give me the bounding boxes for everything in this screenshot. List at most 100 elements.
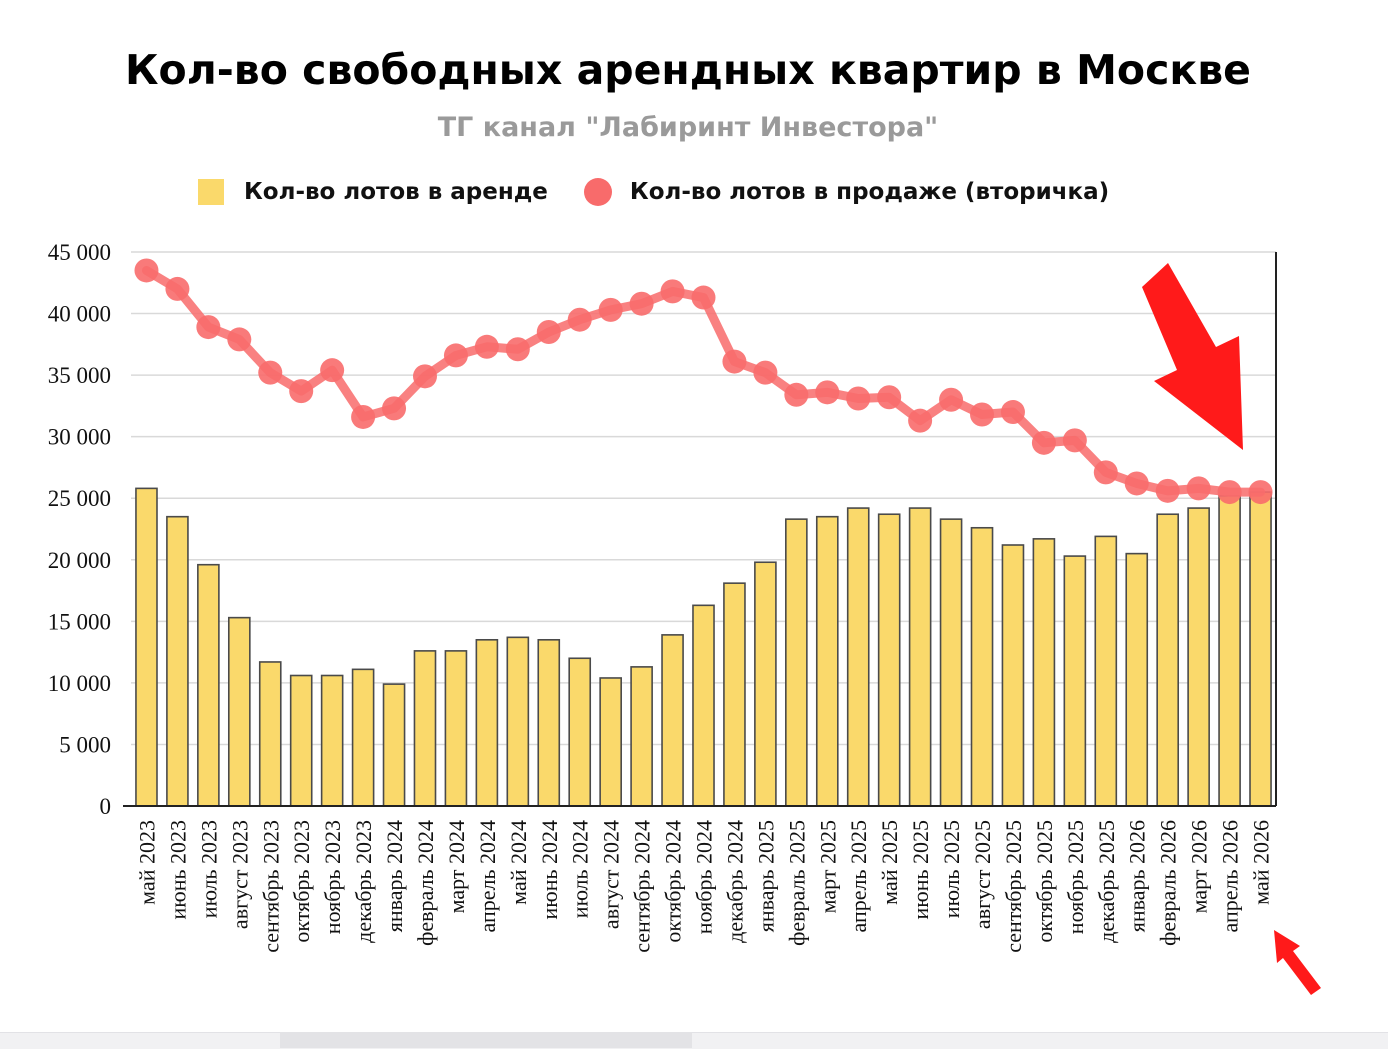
bar-rent xyxy=(166,515,189,807)
x-tick-label: август 2023 xyxy=(227,820,252,929)
x-tick-label: ноябрь 2024 xyxy=(692,820,717,934)
bar-rent xyxy=(506,636,530,807)
x-tick-label: август 2025 xyxy=(970,820,995,929)
point-sale xyxy=(815,380,840,405)
x-tick-label: сентябрь 2025 xyxy=(1001,820,1026,953)
x-tick-label: февраль 2026 xyxy=(1156,820,1181,946)
point-sale xyxy=(660,279,685,304)
point-sale xyxy=(722,349,747,374)
bar-rent xyxy=(939,518,963,807)
x-tick-label: февраль 2024 xyxy=(413,820,438,946)
bar-rent xyxy=(1063,555,1087,807)
point-sale xyxy=(1062,428,1087,453)
line-group xyxy=(134,258,1273,505)
x-tick-label: январь 2024 xyxy=(382,820,407,932)
x-tick-label: июль 2024 xyxy=(568,820,593,918)
bar-rent xyxy=(382,683,406,807)
bar-rent xyxy=(320,674,344,807)
x-tick-label: сентябрь 2024 xyxy=(630,820,655,953)
bar-rent xyxy=(1156,513,1180,807)
bar-rent xyxy=(754,561,777,807)
x-tick-label: сентябрь 2023 xyxy=(258,820,283,953)
bar-rent xyxy=(692,604,715,807)
point-sale xyxy=(474,334,499,359)
x-tick-label: октябрь 2025 xyxy=(1032,820,1057,943)
point-sale xyxy=(227,327,252,352)
chart-title: Кол-во свободных арендных квартир в Моск… xyxy=(125,46,1251,94)
y-tick-label: 15 000 xyxy=(48,609,111,634)
chart-subtitle: ТГ канал "Лабиринт Инвестора" xyxy=(437,112,939,143)
bar-rent xyxy=(970,526,994,807)
x-tick-label: декабрь 2023 xyxy=(351,820,376,943)
legend-label-sale: Кол-во лотов в продаже (вторичка) xyxy=(629,179,1110,205)
bar-rent xyxy=(289,674,313,807)
bar-rent xyxy=(351,668,375,807)
x-tick-labels: май 2023 июнь 2023 июль 2023 август 2023 сен… xyxy=(134,820,1273,953)
x-tick-label: январь 2026 xyxy=(1125,820,1150,932)
point-sale xyxy=(629,291,654,316)
point-sale xyxy=(289,379,314,404)
bar-rent xyxy=(1094,535,1118,807)
point-sale xyxy=(970,402,995,427)
x-tick-label: декабрь 2024 xyxy=(722,820,747,943)
bar-rent xyxy=(568,657,592,807)
bar-rent xyxy=(1001,544,1025,807)
bars-group xyxy=(135,487,1272,807)
point-sale xyxy=(784,382,809,407)
bar-rent xyxy=(908,507,932,807)
x-tick-label: апрель 2024 xyxy=(475,820,500,933)
bar-rent xyxy=(537,638,561,807)
x-tick-label: март 2026 xyxy=(1187,820,1212,913)
bar-rent xyxy=(846,507,870,807)
bottom-scrollbar-thumb[interactable] xyxy=(280,1032,692,1048)
point-sale xyxy=(1031,430,1056,455)
point-sale xyxy=(598,297,623,322)
chart-legend: Кол-во лотов в аренде Кол-во лотов в про… xyxy=(198,172,1109,212)
bar-rent xyxy=(1032,538,1056,807)
x-tick-label: декабрь 2025 xyxy=(1094,820,1119,943)
bar-rent xyxy=(599,677,622,807)
x-tick-label: февраль 2025 xyxy=(784,820,809,946)
x-tick-label: март 2024 xyxy=(444,820,469,913)
y-tick-label: 0 xyxy=(100,794,112,819)
point-sale xyxy=(443,343,468,368)
point-sale xyxy=(753,360,778,385)
point-sale xyxy=(846,386,871,411)
y-tick-label: 5 000 xyxy=(59,732,111,757)
point-sale xyxy=(1217,480,1242,505)
x-tick-label: март 2025 xyxy=(815,820,840,913)
small-arrow xyxy=(1274,930,1321,995)
legend-label-rent: Кол-во лотов в аренде xyxy=(244,179,548,205)
legend-item-rent: Кол-во лотов в аренде xyxy=(198,179,548,205)
bar-rent xyxy=(135,487,158,807)
y-tick-labels: 0 5 000 10 000 15 000 20 000 25 000 30 000 35 0… xyxy=(48,240,111,819)
bar-rent xyxy=(1125,552,1149,807)
point-sale xyxy=(691,285,716,310)
point-sale xyxy=(536,320,561,345)
bar-rent xyxy=(661,634,684,807)
bar-rent xyxy=(785,518,808,807)
point-sale xyxy=(1124,471,1149,496)
point-sale xyxy=(505,337,530,362)
point-sale xyxy=(1000,400,1025,425)
x-tick-label: ноябрь 2023 xyxy=(320,820,345,934)
point-sale xyxy=(1093,460,1118,485)
x-tick-label: июнь 2024 xyxy=(537,820,562,920)
x-tick-label: октябрь 2024 xyxy=(661,820,686,943)
x-tick-label: январь 2025 xyxy=(753,820,778,932)
bar-rent xyxy=(475,638,499,807)
point-sale xyxy=(412,364,437,389)
bar-rent xyxy=(227,616,251,807)
x-tick-label: июнь 2025 xyxy=(908,820,933,920)
bar-rent xyxy=(815,515,839,807)
y-tick-label: 10 000 xyxy=(48,671,111,696)
point-sale xyxy=(1248,480,1273,505)
point-sale xyxy=(877,385,902,410)
legend-item-sale: Кол-во лотов в продаже (вторичка) xyxy=(548,178,1109,206)
bar-rent xyxy=(1218,494,1241,807)
x-tick-label: май 2024 xyxy=(506,820,531,905)
x-tick-label: июль 2023 xyxy=(196,820,221,918)
point-sale xyxy=(382,396,407,421)
axes-group xyxy=(123,252,1277,807)
